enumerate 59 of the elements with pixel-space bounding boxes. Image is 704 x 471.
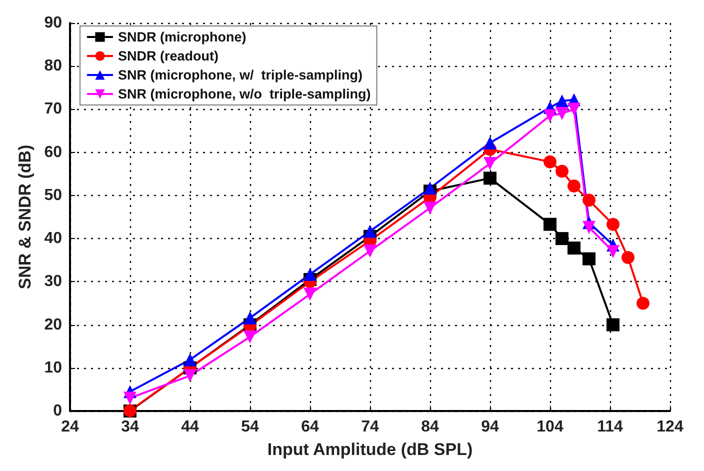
x-tick-label: 64	[301, 418, 319, 436]
y-tick-label: 40	[44, 230, 62, 248]
point	[582, 194, 596, 207]
point	[544, 155, 556, 168]
point	[304, 268, 316, 281]
point	[244, 330, 256, 344]
point	[184, 369, 196, 382]
y-tick-label: 90	[44, 14, 62, 32]
x-tick-label: 104	[536, 418, 564, 436]
legend-label: SNDR (microphone)	[118, 30, 246, 44]
y-tick-label: 30	[44, 273, 62, 290]
legend-label: SNDR (readout)	[118, 48, 218, 64]
y-tick-label: 60	[44, 144, 62, 161]
x-axis-title: Input Amplitude (dB SPL)	[267, 440, 473, 459]
x-tick-label: 44	[181, 418, 199, 436]
x-tick-label: 34	[121, 418, 139, 436]
point	[606, 218, 620, 231]
x-tick-label: 124	[656, 418, 684, 436]
point	[484, 136, 496, 150]
x-tick-label: 24	[61, 418, 79, 436]
y-tick-label: 80	[44, 58, 62, 75]
point	[636, 296, 650, 310]
point	[606, 318, 620, 332]
point	[582, 252, 596, 266]
point	[484, 172, 496, 185]
legend-label: SNR (microphone, w/ triple-sampling)	[118, 68, 363, 82]
point	[556, 94, 568, 108]
y-tick-label: 70	[44, 100, 62, 118]
y-tick-label: 20	[44, 316, 62, 334]
y-axis-title: SNR & SNDR (dB)	[15, 144, 34, 290]
point	[544, 109, 556, 122]
point	[622, 251, 634, 264]
x-tick-label: 94	[481, 418, 499, 436]
point	[364, 224, 376, 238]
point	[568, 179, 580, 192]
point	[304, 288, 316, 301]
x-tick-label: 54	[241, 418, 259, 436]
x-tick-label: 84	[421, 418, 439, 436]
point	[556, 164, 568, 178]
point	[556, 232, 568, 246]
y-tick-label: 10	[44, 359, 62, 376]
point	[424, 182, 436, 195]
point	[568, 102, 580, 116]
point	[582, 220, 596, 234]
legend-label: SNR (microphone, w/o triple-sampling)	[118, 86, 371, 102]
y-tick-label: 50	[44, 186, 62, 204]
point	[556, 107, 568, 120]
y-tick-label: 0	[53, 402, 62, 420]
point	[184, 353, 196, 366]
x-tick-label: 114	[597, 418, 624, 436]
point	[124, 392, 136, 405]
point	[606, 244, 620, 258]
x-tick-label: 74	[361, 418, 379, 436]
point	[484, 157, 496, 170]
point	[544, 218, 556, 231]
point	[568, 242, 580, 255]
point	[364, 244, 376, 258]
point	[244, 311, 256, 324]
point	[424, 201, 436, 214]
